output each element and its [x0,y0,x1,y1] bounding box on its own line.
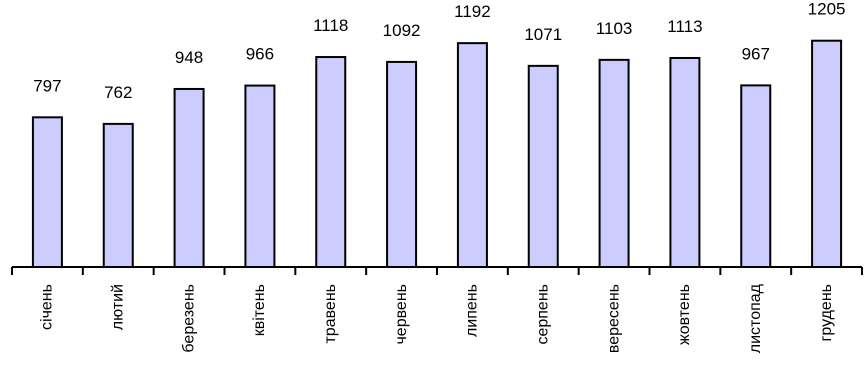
category-label: травень [322,284,339,344]
bar-8 [527,64,559,269]
bar-5 [315,56,347,269]
category-label: грудень [818,284,835,341]
bar-1 [31,116,63,269]
category-label: лютий [109,284,126,330]
category-label: квітень [251,284,268,336]
bar-value-label: 1192 [454,2,491,21]
bar-value-label: 966 [246,45,274,64]
bar-value-label: 1118 [313,16,348,35]
data-labels-group: 797 762 948 966 1118 1092 1192 1071 1103 1113 967 1… [33,0,845,102]
bar-value-label: 948 [175,48,203,67]
bar-12 [811,39,843,268]
category-label: вересень [605,284,622,353]
bar-6 [386,60,418,269]
category-label: березень [180,284,197,353]
category-label: червень [393,284,410,345]
bar-value-label: 797 [33,76,61,95]
bar-4 [244,84,276,268]
category-label: жовтень [676,284,693,345]
category-label: серпень [534,284,551,345]
category-label: липень [464,284,481,337]
bars-group [31,39,843,269]
category-label: листопад [747,283,764,353]
bar-value-label: 1113 [667,17,702,36]
bar-9 [598,58,630,269]
bar-value-label: 1205 [808,0,846,19]
bar-2 [102,122,134,269]
category-labels-group: січень лютий березень квітень травень червень… [39,283,835,353]
bar-10 [669,56,701,268]
bar-value-label: 967 [742,44,770,63]
bar-3 [173,87,205,268]
category-label: січень [39,284,56,330]
bar-value-label: 762 [104,83,132,102]
bar-value-label: 1071 [524,25,562,44]
bar-value-label: 1103 [596,19,633,38]
bar-value-label: 1092 [383,21,421,40]
bar-11 [740,84,772,268]
x-axis-ticks-group [11,267,863,275]
bar-7 [456,42,488,269]
